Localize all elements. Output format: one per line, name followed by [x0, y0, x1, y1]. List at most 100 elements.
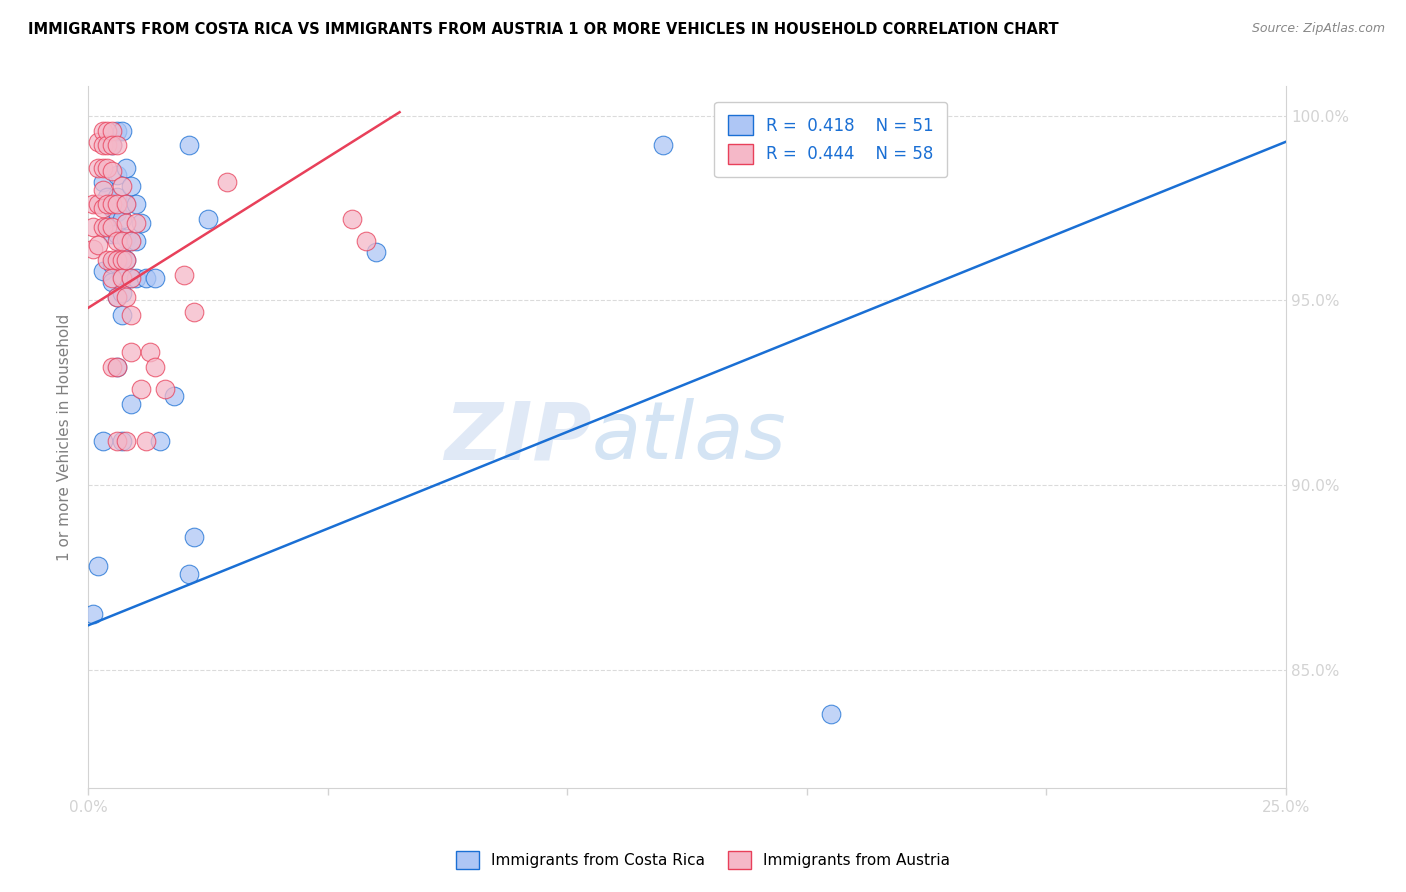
Point: [101, 201, 124, 215]
Point: [101, 138, 124, 153]
Point: [115, 290, 138, 304]
Point: [111, 252, 134, 267]
Point: [183, 530, 205, 544]
Point: [91, 123, 114, 137]
Point: [111, 271, 134, 285]
Point: [105, 290, 128, 304]
Point: [135, 271, 157, 285]
Point: [96, 219, 118, 234]
Point: [163, 389, 186, 403]
Point: [183, 304, 205, 318]
Point: [111, 123, 134, 137]
Legend: R =  0.418    N = 51, R =  0.444    N = 58: R = 0.418 N = 51, R = 0.444 N = 58: [714, 102, 948, 178]
Point: [101, 252, 124, 267]
Point: [96, 219, 118, 234]
Point: [143, 271, 166, 285]
Point: [101, 219, 124, 234]
Text: ZIP: ZIP: [444, 398, 592, 476]
Point: [139, 345, 162, 359]
Point: [96, 135, 118, 149]
Point: [115, 230, 138, 244]
Point: [177, 138, 200, 153]
Point: [120, 345, 142, 359]
Point: [91, 219, 114, 234]
Point: [111, 212, 134, 227]
Point: [87, 559, 110, 574]
Point: [105, 123, 128, 137]
Point: [101, 227, 124, 241]
Point: [105, 190, 128, 204]
Point: [105, 359, 128, 374]
Point: [87, 161, 110, 175]
Point: [101, 197, 124, 211]
Point: [135, 434, 157, 448]
Point: [143, 359, 166, 374]
Point: [197, 212, 219, 227]
Point: [115, 161, 138, 175]
Point: [105, 197, 128, 211]
Point: [115, 197, 138, 211]
Point: [91, 175, 114, 189]
Point: [91, 434, 114, 448]
Point: [125, 271, 148, 285]
Point: [96, 252, 118, 267]
Point: [101, 123, 124, 137]
Point: [129, 382, 152, 396]
Legend: Immigrants from Costa Rica, Immigrants from Austria: Immigrants from Costa Rica, Immigrants f…: [450, 845, 956, 875]
Point: [120, 308, 142, 322]
Point: [652, 138, 675, 153]
Point: [105, 138, 128, 153]
Point: [91, 161, 114, 175]
Point: [96, 123, 118, 137]
Point: [153, 382, 176, 396]
Point: [111, 235, 134, 249]
Point: [96, 190, 118, 204]
Point: [340, 212, 363, 227]
Point: [105, 359, 128, 374]
Point: [111, 268, 134, 282]
Point: [120, 235, 142, 249]
Point: [111, 434, 134, 448]
Point: [111, 308, 134, 322]
Point: [149, 434, 172, 448]
Point: [101, 164, 124, 178]
Point: [82, 607, 104, 622]
Point: [91, 264, 114, 278]
Point: [111, 179, 134, 194]
Point: [115, 197, 138, 211]
Point: [115, 216, 138, 230]
Point: [120, 179, 142, 194]
Point: [354, 235, 377, 249]
Point: [105, 252, 128, 267]
Point: [91, 201, 114, 215]
Point: [101, 359, 124, 374]
Point: [111, 286, 134, 301]
Point: [91, 138, 114, 153]
Point: [217, 175, 239, 189]
Point: [101, 256, 124, 270]
Text: atlas: atlas: [592, 398, 786, 476]
Point: [105, 205, 128, 219]
Text: IMMIGRANTS FROM COSTA RICA VS IMMIGRANTS FROM AUSTRIA 1 OR MORE VEHICLES IN HOUS: IMMIGRANTS FROM COSTA RICA VS IMMIGRANTS…: [28, 22, 1059, 37]
Point: [364, 245, 387, 260]
Point: [120, 235, 142, 249]
Point: [177, 566, 200, 581]
Point: [173, 268, 195, 282]
Point: [82, 219, 104, 234]
Point: [101, 275, 124, 289]
Point: [125, 235, 148, 249]
Text: Source: ZipAtlas.com: Source: ZipAtlas.com: [1251, 22, 1385, 36]
Point: [125, 216, 148, 230]
Point: [91, 183, 114, 197]
Point: [82, 197, 104, 211]
Point: [120, 397, 142, 411]
Point: [129, 216, 152, 230]
Point: [105, 168, 128, 182]
Point: [120, 271, 142, 285]
Point: [111, 249, 134, 263]
Point: [87, 135, 110, 149]
Point: [101, 271, 124, 285]
Point: [820, 706, 842, 721]
Point: [120, 271, 142, 285]
Point: [87, 197, 110, 211]
